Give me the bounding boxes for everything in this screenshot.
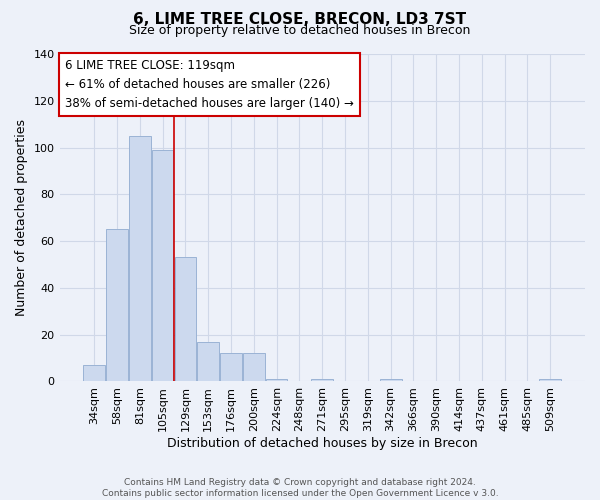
Y-axis label: Number of detached properties: Number of detached properties	[15, 119, 28, 316]
Bar	[129, 136, 151, 382]
Text: Contains HM Land Registry data © Crown copyright and database right 2024.
Contai: Contains HM Land Registry data © Crown c…	[101, 478, 499, 498]
Bar	[83, 365, 105, 382]
Bar	[220, 354, 242, 382]
Bar	[539, 379, 561, 382]
Bar	[197, 342, 219, 382]
Bar	[266, 379, 287, 382]
X-axis label: Distribution of detached houses by size in Brecon: Distribution of detached houses by size …	[167, 437, 478, 450]
Text: 6, LIME TREE CLOSE, BRECON, LD3 7ST: 6, LIME TREE CLOSE, BRECON, LD3 7ST	[133, 12, 467, 28]
Bar	[152, 150, 173, 382]
Text: 6 LIME TREE CLOSE: 119sqm
← 61% of detached houses are smaller (226)
38% of semi: 6 LIME TREE CLOSE: 119sqm ← 61% of detac…	[65, 59, 353, 110]
Bar	[311, 379, 333, 382]
Text: Size of property relative to detached houses in Brecon: Size of property relative to detached ho…	[130, 24, 470, 37]
Bar	[380, 379, 401, 382]
Bar	[175, 258, 196, 382]
Bar	[243, 354, 265, 382]
Bar	[106, 230, 128, 382]
